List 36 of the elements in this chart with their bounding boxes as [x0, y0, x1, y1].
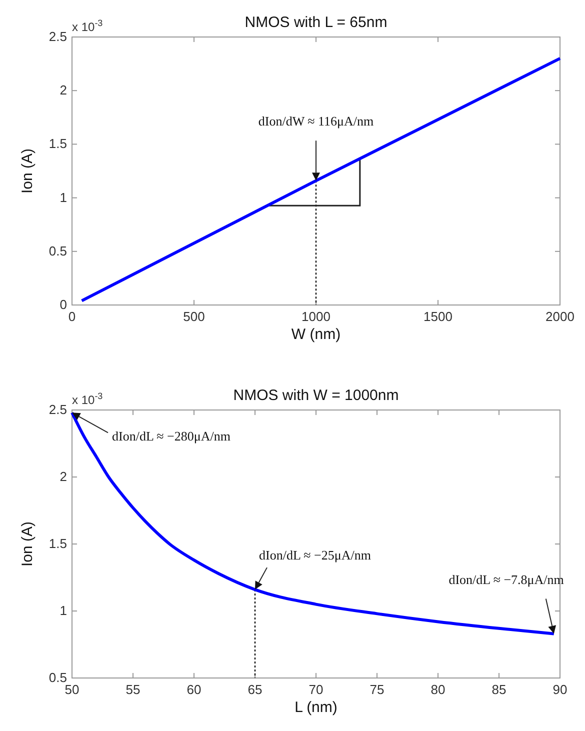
- x-tick-label: 1500: [424, 309, 452, 324]
- chart-title: NMOS with L = 65nm: [244, 14, 388, 31]
- y-tick-label: 1: [60, 603, 67, 618]
- text: x 10$^{-3}$: [72, 391, 103, 407]
- x-tick-label: 60: [186, 682, 202, 697]
- annotation: dIon/dL ≈ −25μA/nm: [259, 548, 371, 563]
- x-tick-label: 75: [370, 682, 384, 697]
- y-axis-title: Ion (A): [19, 521, 36, 567]
- y-tick-label: 2: [60, 82, 67, 98]
- y-tick-label: 2: [60, 469, 67, 484]
- x-tick-label: 2000: [546, 309, 574, 324]
- annotation: dIon/dL ≈ −7.8μA/nm: [448, 572, 564, 587]
- x-tick-label: 50: [64, 682, 80, 697]
- y-tick-label: 0.5: [48, 670, 67, 685]
- x-tick-label: 90: [552, 682, 568, 697]
- x-tick-label: 85: [492, 682, 506, 697]
- y-tick-label: 0: [60, 297, 67, 312]
- x-tick-label: 70: [308, 682, 324, 697]
- y-tick-label: 0.5: [48, 243, 67, 258]
- text: x 10$^{-3}$: [72, 18, 103, 34]
- x-axis-title: L (nm): [294, 699, 338, 716]
- x-tick-label: 500: [183, 309, 205, 324]
- annotation: dIon/dW ≈ 116μA/nm: [258, 114, 374, 129]
- y-tick-label: 1: [60, 190, 67, 205]
- x-tick-label: 80: [430, 682, 446, 697]
- y-axis-title: Ion (A): [19, 148, 36, 194]
- x-axis-title: W (nm): [291, 326, 341, 343]
- y-tick-label: 2.5: [48, 402, 67, 417]
- y-tick-label: 1.5: [48, 536, 67, 551]
- x-tick-label: 1000: [302, 309, 330, 324]
- x-tick-label: 55: [126, 682, 140, 697]
- y-tick-label: 2.5: [48, 29, 67, 44]
- x-tick-label: 65: [248, 682, 262, 697]
- chart-title: NMOS with W = 1000nm: [233, 387, 399, 404]
- annotation: dIon/dL ≈ −280μA/nm: [112, 428, 230, 444]
- y-tick-label: 1.5: [48, 136, 67, 152]
